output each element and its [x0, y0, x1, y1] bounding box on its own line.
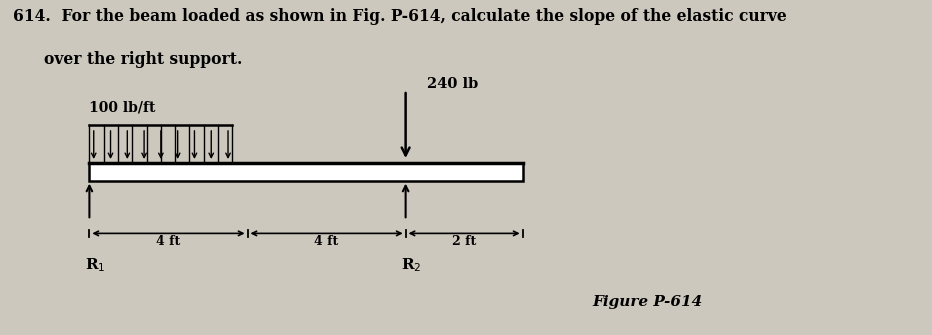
Text: 4 ft: 4 ft	[157, 235, 181, 248]
Text: Figure P-614: Figure P-614	[592, 295, 702, 309]
Text: over the right support.: over the right support.	[45, 51, 242, 68]
Text: R$_1$: R$_1$	[85, 257, 105, 274]
Text: 2 ft: 2 ft	[452, 235, 476, 248]
Text: 100 lb/ft: 100 lb/ft	[89, 101, 156, 115]
Bar	[89, 162, 523, 181]
Text: 614.  For the beam loaded as shown in Fig. P-614, calculate the slope of the ela: 614. For the beam loaded as shown in Fig…	[13, 8, 787, 25]
Text: R$_2$: R$_2$	[402, 257, 422, 274]
Text: 4 ft: 4 ft	[314, 235, 338, 248]
Text: 240 lb: 240 lb	[427, 77, 478, 91]
